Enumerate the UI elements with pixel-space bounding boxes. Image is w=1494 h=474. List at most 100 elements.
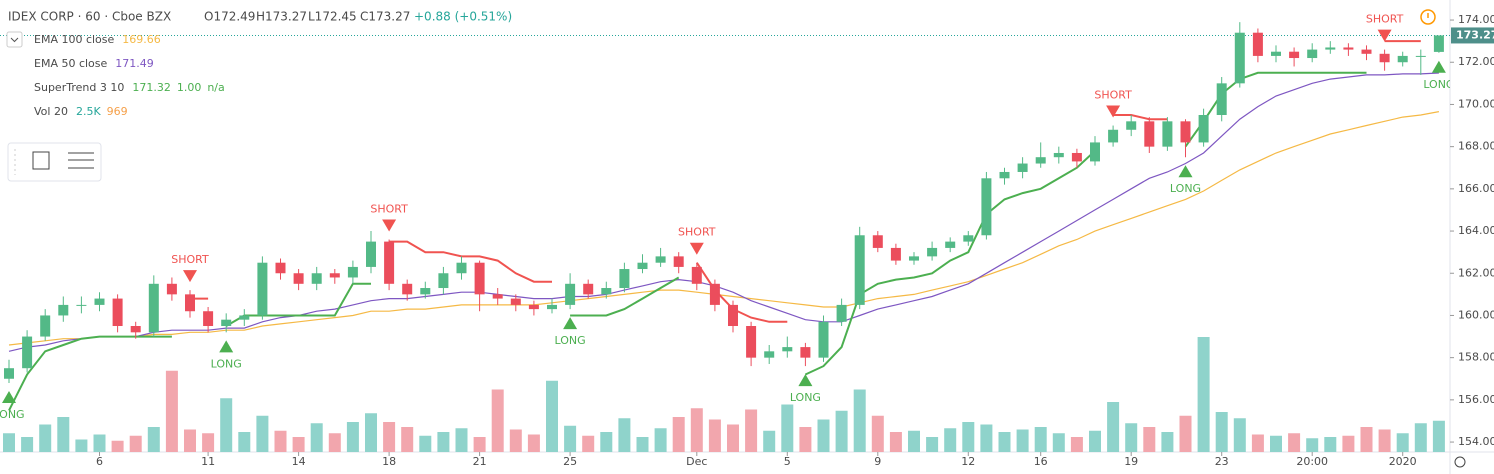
candle-body xyxy=(1433,35,1444,52)
legend-value: 171.49 xyxy=(115,57,154,70)
x-tick-label: 6 xyxy=(96,455,103,468)
signal-label: SHORT xyxy=(370,202,408,215)
candle-body xyxy=(981,178,992,236)
candle-body xyxy=(474,262,485,295)
volume-bar xyxy=(1288,433,1301,452)
candle-body xyxy=(872,235,883,248)
candle-body xyxy=(366,241,376,267)
signal-label: LONG xyxy=(555,334,586,347)
plot-area: LONG SHORT LONG SHORT LONG SHORT LONG SHORT LONG… xyxy=(0,13,1450,452)
volume-bar xyxy=(310,423,323,452)
signal-label: SHORT xyxy=(1366,13,1404,26)
volume-bar xyxy=(455,428,468,452)
candle-body xyxy=(637,262,648,270)
volume-bar xyxy=(1125,423,1138,452)
candle-body xyxy=(1198,114,1209,143)
volume-bar xyxy=(727,424,739,452)
overlay: IDEX CORP · 60 · Cboe BZX O172.49 H173.2… xyxy=(6,9,1466,468)
rect-tool[interactable] xyxy=(32,151,50,170)
long-arrow xyxy=(1431,60,1446,73)
signal-label: SHORT xyxy=(171,253,209,266)
signal-label: LONG xyxy=(1170,182,1201,195)
candle-body xyxy=(1325,47,1336,50)
legend-name: EMA 100 close xyxy=(34,33,115,46)
y-tick-label: 166.00 xyxy=(1458,182,1494,195)
volume-bar xyxy=(1324,437,1337,452)
candle-body xyxy=(456,262,467,274)
y-tick-label: 160.00 xyxy=(1458,308,1494,321)
short-arrow xyxy=(689,242,704,255)
candle-body xyxy=(927,247,938,257)
volume-bar xyxy=(1270,435,1282,452)
settings-icon[interactable] xyxy=(1454,456,1466,468)
volume-bar xyxy=(401,427,414,452)
y-tick-label: 156.00 xyxy=(1458,393,1494,406)
x-tick-label: 11 xyxy=(201,455,215,468)
candle-body xyxy=(1252,32,1263,56)
volume-bar xyxy=(799,427,812,452)
volume-bar xyxy=(93,434,106,452)
y-tick-label: 158.00 xyxy=(1458,351,1494,364)
alert-icon[interactable] xyxy=(1420,9,1436,25)
volume-bar xyxy=(1052,433,1065,452)
volume-bar xyxy=(346,422,359,452)
candle-body xyxy=(257,262,268,316)
volume-bar xyxy=(745,409,758,452)
candle-body xyxy=(655,256,666,263)
volume-bar xyxy=(962,422,975,452)
volume-bar xyxy=(1179,415,1192,452)
volume-bar xyxy=(365,413,377,452)
candle-body xyxy=(275,262,286,274)
volume-bar xyxy=(1034,427,1047,452)
candle-body xyxy=(293,273,304,284)
candle-body xyxy=(329,273,340,278)
volume-bar xyxy=(1342,435,1355,452)
volume-bar xyxy=(1414,423,1427,452)
y-tick-label: 164.00 xyxy=(1458,224,1494,237)
volume-bar xyxy=(473,437,486,452)
candle-body xyxy=(492,294,503,299)
candle-body xyxy=(94,298,105,305)
volume-bar xyxy=(419,435,432,452)
candle-body xyxy=(746,326,757,358)
legend-value: 1.00 xyxy=(177,81,202,94)
candle-body xyxy=(909,256,919,261)
signal-label: LONG xyxy=(211,357,242,370)
x-tick-label: 23 xyxy=(1215,455,1229,468)
short-arrow xyxy=(382,219,397,232)
candle-body xyxy=(1017,163,1028,172)
x-tick-label: 18 xyxy=(382,455,396,468)
volume-bar xyxy=(546,380,558,452)
y-tick-label: 174.00 xyxy=(1458,13,1494,26)
volume-bar xyxy=(980,424,993,452)
candle-body xyxy=(438,273,449,289)
candle-body xyxy=(347,266,358,278)
volume-bar xyxy=(582,435,595,452)
candle-body xyxy=(619,269,630,289)
volume-bar xyxy=(328,433,341,452)
candle-body xyxy=(76,304,87,306)
volume-bar xyxy=(618,418,631,452)
ohlc-close: C173.27 xyxy=(360,10,410,24)
volume-bar xyxy=(835,410,848,452)
candle-body xyxy=(58,304,69,316)
short-arrow xyxy=(1106,105,1121,118)
collapse-button[interactable] xyxy=(6,31,23,48)
volume-bar xyxy=(1161,432,1174,452)
candle-body xyxy=(1162,121,1173,147)
y-tick-label: 154.00 xyxy=(1458,435,1494,448)
y-tick-label: 162.00 xyxy=(1458,266,1494,279)
volume-bar xyxy=(1089,430,1101,452)
candle-body xyxy=(764,351,775,358)
candle-body xyxy=(528,304,539,310)
candle-body xyxy=(547,304,557,310)
volume-bar xyxy=(184,429,196,452)
lines-tool[interactable] xyxy=(68,152,94,169)
candle-body xyxy=(239,315,250,320)
candle-body xyxy=(40,315,51,337)
volume-bar xyxy=(292,437,305,452)
volume-bar xyxy=(781,404,794,452)
candle-body xyxy=(4,368,14,379)
ohlc-open: O172.49 xyxy=(204,10,255,24)
